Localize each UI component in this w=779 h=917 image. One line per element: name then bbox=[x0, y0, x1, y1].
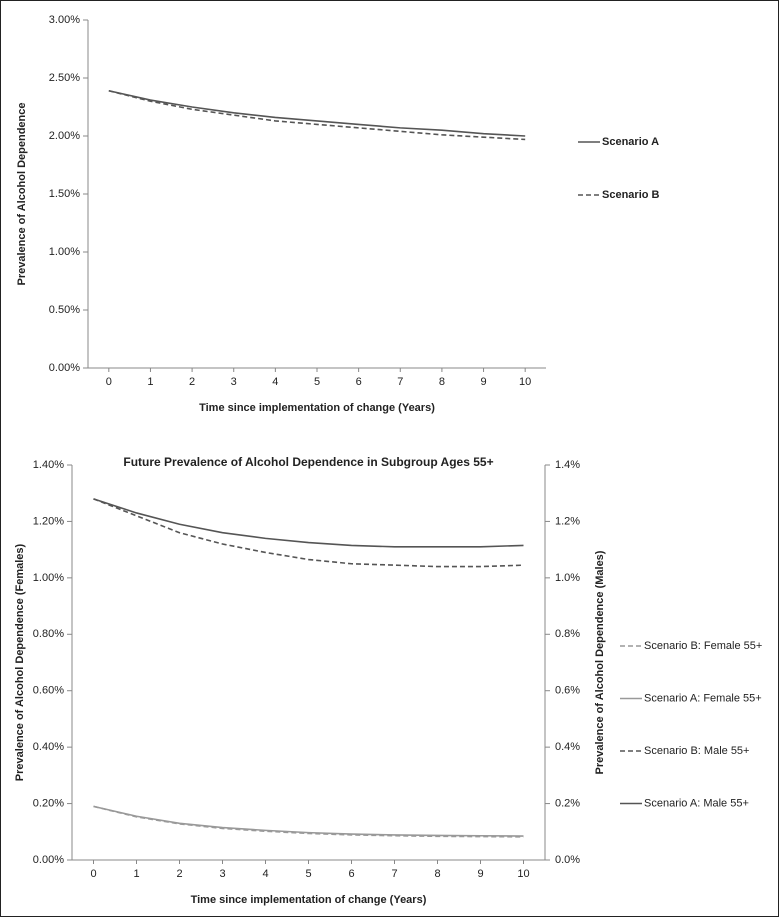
y2-tick-label: 0.8% bbox=[555, 628, 580, 640]
y2-tick-label: 0.4% bbox=[555, 741, 580, 753]
y-tick-label: 2.50% bbox=[49, 72, 80, 84]
x-tick-label: 2 bbox=[176, 868, 182, 880]
y-tick-label: 0.00% bbox=[33, 854, 64, 866]
x-tick-label: 0 bbox=[106, 376, 112, 388]
x-tick-label: 9 bbox=[480, 376, 486, 388]
series-line bbox=[108, 89, 526, 137]
y-tick-label: 1.50% bbox=[49, 188, 80, 200]
x-tick-label: 6 bbox=[356, 376, 362, 388]
y2-tick-label: 0.2% bbox=[555, 797, 580, 809]
series-line bbox=[93, 805, 524, 837]
y-tick-label: 0.40% bbox=[33, 741, 64, 753]
legend-label: Scenario A bbox=[602, 136, 659, 148]
x-tick-label: 5 bbox=[305, 868, 311, 880]
x-tick-label: 8 bbox=[434, 868, 440, 880]
legend-label: Scenario A: Female 55+ bbox=[644, 692, 762, 704]
x-tick-label: 0 bbox=[90, 868, 96, 880]
y2-tick-label: 1.0% bbox=[555, 572, 580, 584]
x-axis-title: Time since implementation of change (Yea… bbox=[199, 402, 435, 414]
x-tick-label: 9 bbox=[477, 868, 483, 880]
x-tick-label: 10 bbox=[517, 868, 529, 880]
x-tick-label: 5 bbox=[314, 376, 320, 388]
y-tick-label: 3.00% bbox=[49, 14, 80, 26]
y-tick-label: 0.80% bbox=[33, 628, 64, 640]
y-tick-label: 0.50% bbox=[49, 304, 80, 316]
y2-tick-label: 0.6% bbox=[555, 685, 580, 697]
y-tick-label: 0.60% bbox=[33, 685, 64, 697]
x-tick-label: 1 bbox=[147, 376, 153, 388]
y-tick-label: 0.00% bbox=[49, 362, 80, 374]
y-tick-label: 1.40% bbox=[33, 459, 64, 471]
x-tick-label: 7 bbox=[391, 868, 397, 880]
y2-tick-label: 0.0% bbox=[555, 854, 580, 866]
y2-tick-label: 1.4% bbox=[555, 459, 580, 471]
y2-tick-label: 1.2% bbox=[555, 515, 580, 527]
x-tick-label: 10 bbox=[519, 376, 531, 388]
y-tick-label: 0.20% bbox=[33, 797, 64, 809]
x-tick-label: 4 bbox=[272, 376, 278, 388]
series-line bbox=[93, 498, 524, 548]
y-tick-label: 1.20% bbox=[33, 515, 64, 527]
x-tick-label: 1 bbox=[133, 868, 139, 880]
legend-label: Scenario B bbox=[602, 189, 660, 201]
y2-axis-title: Prevalence of Alcohol Dependence (Males) bbox=[594, 550, 606, 774]
x-tick-label: 3 bbox=[231, 376, 237, 388]
y-tick-label: 2.00% bbox=[49, 130, 80, 142]
chart-title: Future Prevalence of Alcohol Dependence … bbox=[123, 455, 493, 469]
x-tick-label: 6 bbox=[348, 868, 354, 880]
y-tick-label: 1.00% bbox=[33, 572, 64, 584]
series-line bbox=[93, 498, 524, 568]
x-tick-label: 8 bbox=[439, 376, 445, 388]
x-tick-label: 7 bbox=[397, 376, 403, 388]
legend-label: Scenario A: Male 55+ bbox=[644, 797, 749, 809]
legend-label: Scenario B: Male 55+ bbox=[644, 745, 749, 757]
x-tick-label: 4 bbox=[262, 868, 268, 880]
x-tick-label: 3 bbox=[219, 868, 225, 880]
y-axis-title: Prevalence of Alcohol Dependence (Female… bbox=[14, 543, 26, 781]
legend-label: Scenario B: Female 55+ bbox=[644, 640, 762, 652]
x-tick-label: 2 bbox=[189, 376, 195, 388]
y-tick-label: 1.00% bbox=[49, 246, 80, 258]
y-axis-title: Prevalence of Alcohol Dependence bbox=[16, 103, 28, 286]
series-line bbox=[108, 89, 526, 141]
x-axis-title: Time since implementation of change (Yea… bbox=[191, 894, 427, 906]
